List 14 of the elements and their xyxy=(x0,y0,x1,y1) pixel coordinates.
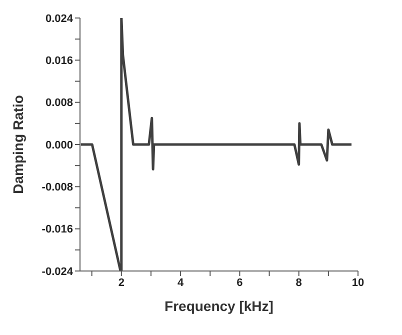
x-tick-label: 6 xyxy=(236,276,243,289)
y-tick-label: -0.016 xyxy=(42,224,73,236)
y-axis-title: Damping Ratio xyxy=(10,95,26,194)
x-tick-label: 8 xyxy=(296,276,302,289)
x-tick-label: 4 xyxy=(177,276,184,289)
y-tick-label: 0.000 xyxy=(45,139,73,152)
x-tick-label: 10 xyxy=(352,276,364,289)
y-tick-label: -0.008 xyxy=(42,182,73,194)
y-tick-label: 0.024 xyxy=(45,12,74,25)
x-axis-title: Frequency [kHz] xyxy=(164,298,274,314)
x-tick-label: 2 xyxy=(118,276,124,289)
y-tick-label: 0.008 xyxy=(45,97,73,110)
y-tick-label: 0.016 xyxy=(45,55,73,68)
y-tick-label: -0.024 xyxy=(42,266,74,278)
